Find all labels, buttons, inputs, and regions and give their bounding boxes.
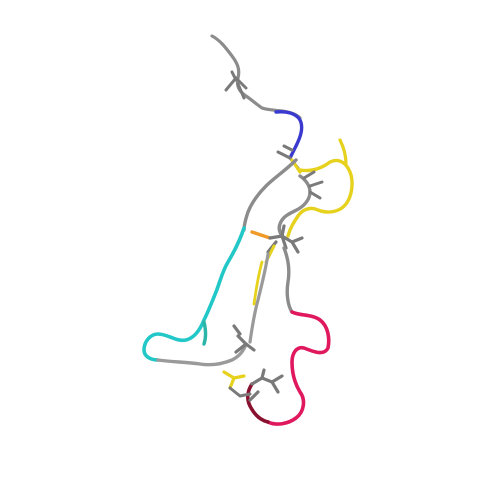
backbone-segment-blue bbox=[274, 110, 304, 160]
backbone-segment-vertical-linker bbox=[248, 252, 270, 344]
backbone-segment-right-gray bbox=[282, 246, 294, 314]
backbone-segment-yellow-loop bbox=[286, 158, 354, 238]
backbone-segment-yellow-tip bbox=[338, 138, 348, 166]
backbone-segment-teal-lower bbox=[202, 320, 208, 346]
backbone-segment-n-terminus bbox=[210, 34, 302, 120]
disulfide-bond-3 bbox=[222, 370, 246, 390]
backbone-segment-linker-yellow bbox=[252, 260, 264, 306]
backbone-segment-dark-red bbox=[246, 382, 270, 424]
backbone-segment-orange bbox=[250, 230, 272, 240]
side-chain-cluster-bottom bbox=[232, 324, 284, 402]
backbone-segment-bottom-gray bbox=[156, 342, 248, 367]
backbone-segment-left-strand-gray bbox=[242, 158, 298, 232]
backbone-segment-magenta bbox=[266, 310, 331, 426]
backbone-segment-cyan bbox=[142, 226, 246, 362]
side-chain-top bbox=[224, 70, 248, 100]
side-chain-bottom-left bbox=[228, 386, 252, 398]
side-chain-mid bbox=[302, 170, 324, 200]
